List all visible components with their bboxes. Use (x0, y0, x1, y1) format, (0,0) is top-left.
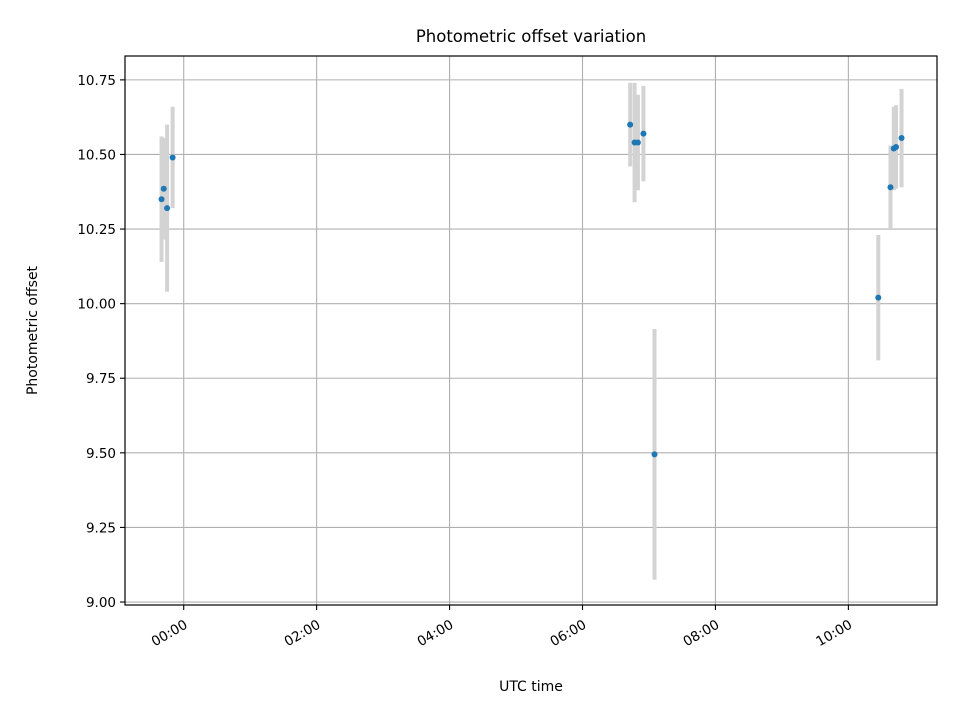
y-tick-label: 10.50 (77, 147, 116, 163)
x-tick-label: 02:00 (282, 617, 324, 650)
x-tick-label: 06:00 (548, 617, 590, 650)
data-point (627, 121, 634, 128)
y-axis-label: Photometric offset (25, 265, 41, 395)
data-point (160, 185, 167, 192)
y-tick-label: 10.25 (77, 222, 116, 238)
data-point (875, 294, 882, 301)
errorbar-layer (159, 82, 904, 580)
x-tick-label: 10:00 (813, 617, 855, 650)
x-tick-label: 08:00 (680, 617, 722, 650)
x-tick-label: 00:00 (149, 617, 191, 650)
data-point (898, 135, 905, 142)
plot-frame (124, 55, 938, 606)
data-point (164, 205, 171, 212)
y-tick-label: 10.75 (77, 73, 116, 89)
data-point (634, 139, 641, 146)
data-point (640, 130, 647, 137)
data-point (169, 154, 176, 161)
data-point (887, 184, 894, 191)
y-tick-label: 9.25 (86, 520, 116, 536)
y-tick-label: 10.00 (77, 297, 116, 313)
y-tick-label: 9.00 (86, 595, 116, 611)
data-point (893, 144, 900, 151)
chart-title: Photometric offset variation (416, 27, 646, 46)
point-layer (158, 121, 905, 458)
y-tick-label: 9.50 (86, 446, 116, 462)
data-point (651, 451, 658, 458)
grid-layer (125, 56, 937, 605)
x-axis-label: UTC time (499, 679, 563, 695)
data-point (158, 196, 165, 203)
x-tick-label: 04:00 (415, 617, 457, 650)
ticks-layer: 00:00 02:00 04:00 06:00 08:00 10:00 9.00 9.25 9.… (77, 73, 855, 650)
y-tick-label: 9.75 (86, 371, 116, 387)
